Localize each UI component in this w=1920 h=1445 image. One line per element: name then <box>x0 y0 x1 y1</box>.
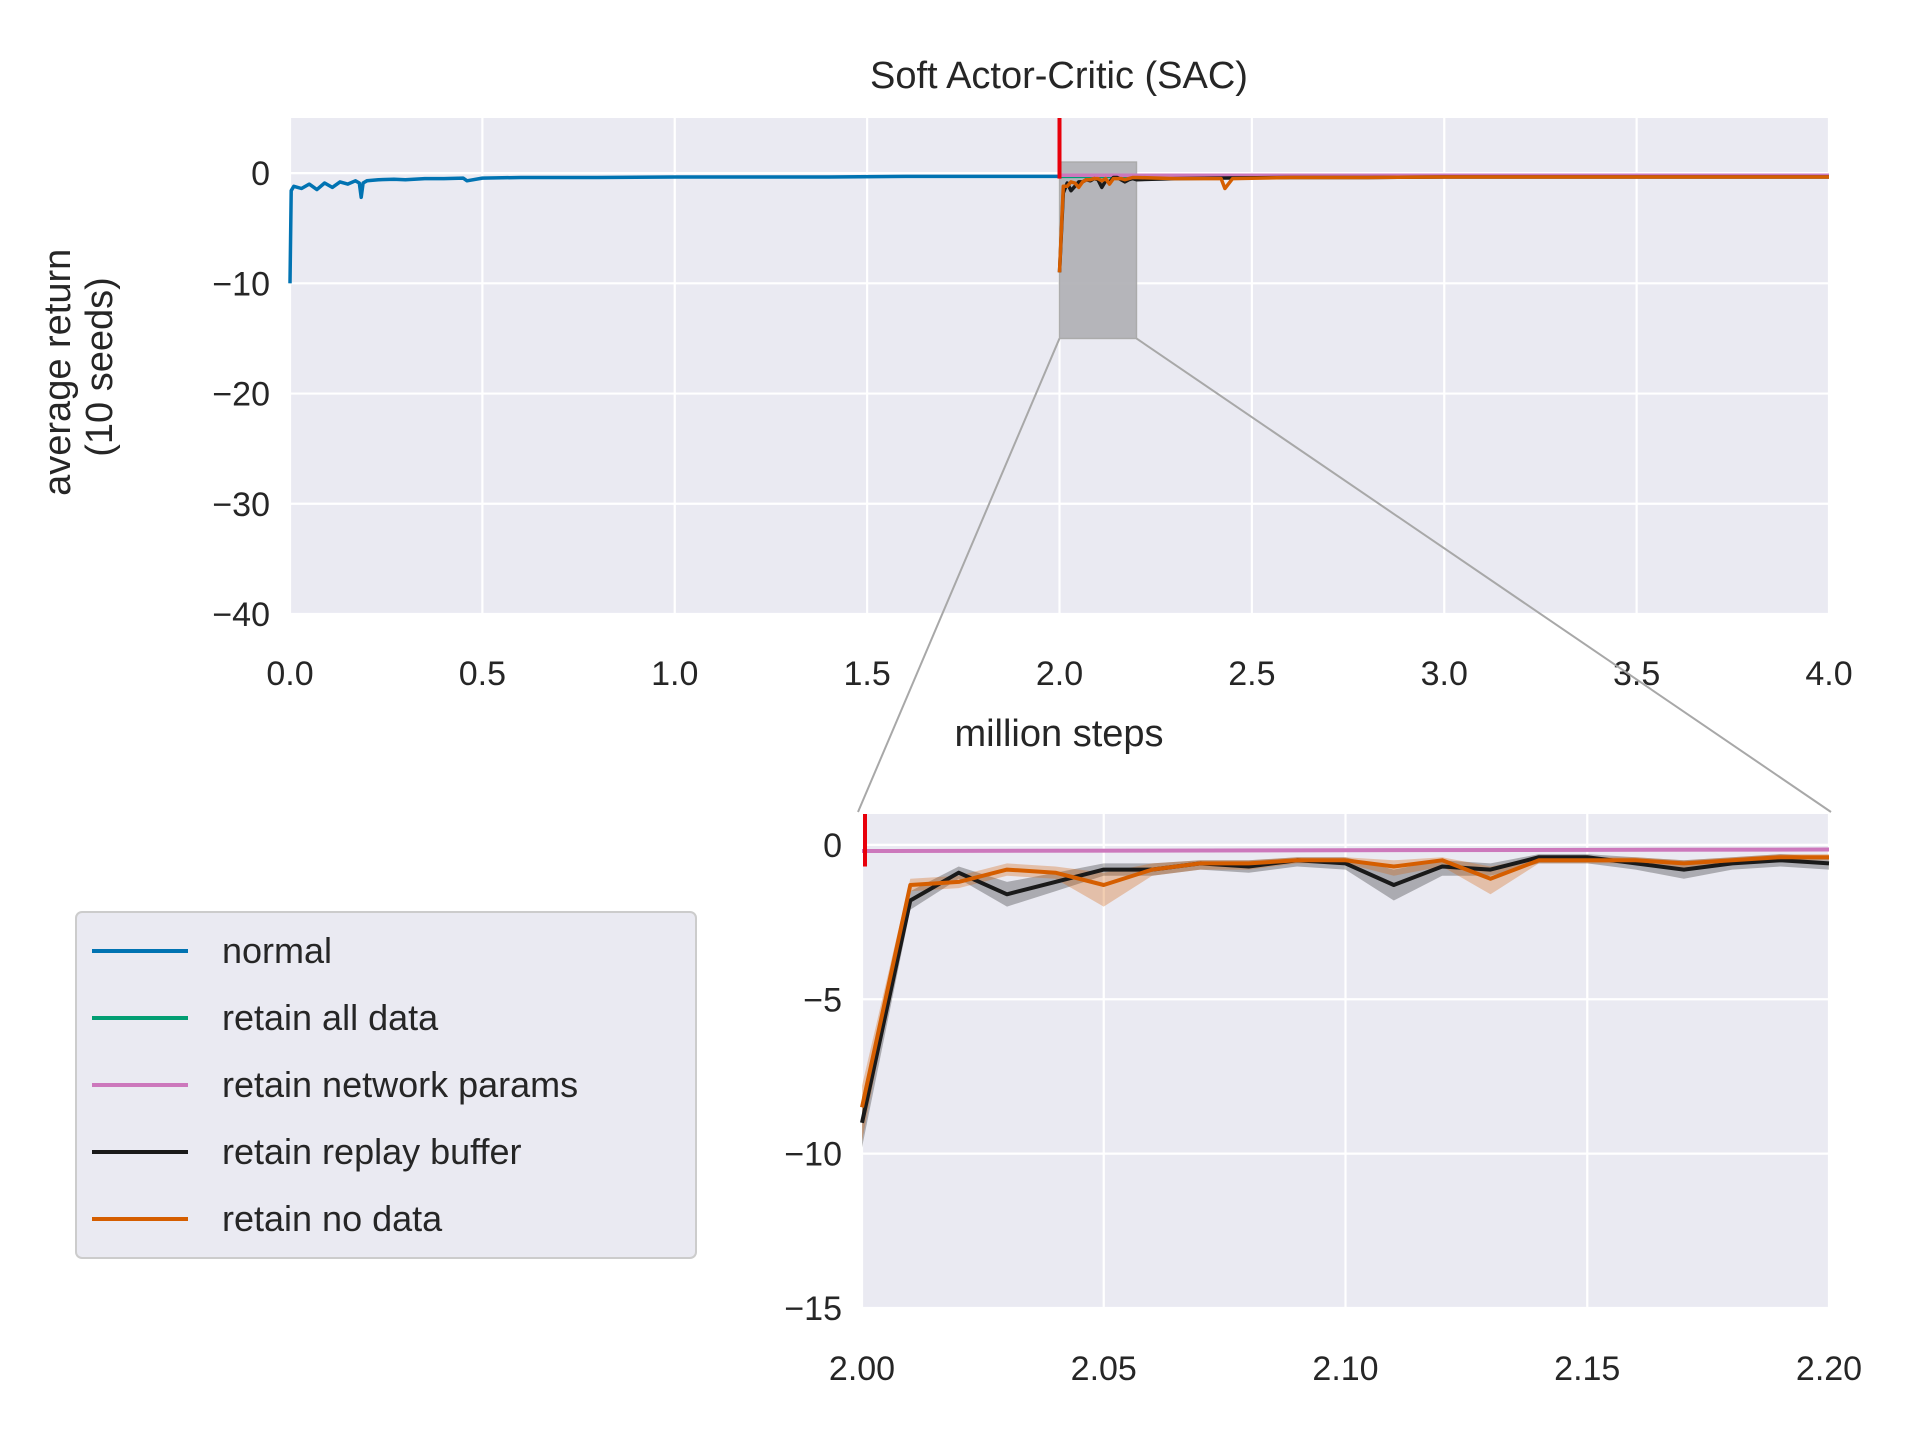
zoom-y-tick-label: −5 <box>803 981 842 1019</box>
zoom-y-tick-label: −15 <box>784 1290 842 1328</box>
zoom-x-tick-label: 2.05 <box>1071 1350 1137 1388</box>
main-x-tick-label: 3.5 <box>1613 655 1660 693</box>
main-y-axis-title: average return (10 seeds) <box>37 238 121 496</box>
legend-label-normal: normal <box>222 930 332 971</box>
main-y-tick-label: −20 <box>212 376 270 414</box>
main-x-tick-label: 1.0 <box>651 655 698 693</box>
main-x-tick-label: 4.0 <box>1805 655 1852 693</box>
zoom-connector-left <box>857 338 1061 813</box>
legend-frame <box>75 911 697 1259</box>
y-axis-title-line-1: average return <box>37 249 79 496</box>
main-y-tick-label: 0 <box>251 155 270 193</box>
main-y-tick-label: −30 <box>212 486 270 524</box>
legend-label-retain-no-data: retain no data <box>222 1198 443 1239</box>
main-plot-area: 0.0 0.5 1.0 1.5 2.0 2.5 3.0 3.5 4.0 −40 −30 −20 −10 0 <box>212 118 1853 693</box>
y-axis-title-line-2: (10 seeds) <box>79 277 121 457</box>
zoom-x-tick-label: 2.10 <box>1312 1350 1378 1388</box>
legend: normal retain all data retain network para… <box>75 911 697 1259</box>
legend-label-retain-network-params: retain network params <box>222 1064 578 1105</box>
main-x-tick-label: 0.5 <box>459 655 506 693</box>
chart-title: Soft Actor-Critic (SAC) <box>870 55 1248 97</box>
zoom-x-tick-label: 2.20 <box>1796 1350 1862 1388</box>
zoom-series-line-retain-no-data <box>860 855 1829 1108</box>
zoom-x-tick-label: 2.00 <box>829 1350 895 1388</box>
main-y-tick-label: −40 <box>212 596 270 634</box>
main-y-tick-label: −10 <box>212 265 270 303</box>
main-x-tick-label: 2.5 <box>1228 655 1275 693</box>
zoom-y-tick-label: 0 <box>823 827 842 865</box>
main-series-line-normal <box>288 174 1060 284</box>
main-x-axis-title: million steps <box>954 713 1163 755</box>
zoom-x-tick-label: 2.15 <box>1554 1350 1620 1388</box>
zoom-connector-lines <box>857 337 1832 813</box>
main-x-tick-label: 0.0 <box>266 655 313 693</box>
zoom-series-line-retain-network-params <box>861 847 1830 853</box>
main-x-tick-label: 3.0 <box>1421 655 1468 693</box>
zoom-plot-area: 2.00 2.05 2.10 2.15 2.20 −15 −10 −5 0 <box>784 814 1862 1388</box>
main-x-tick-label: 2.0 <box>1036 655 1083 693</box>
main-series-line-retain-no-data <box>1057 175 1829 273</box>
main-x-tick-label: 1.5 <box>843 655 890 693</box>
zoom-connector-right <box>1135 337 1832 813</box>
zoom-series-line-retain-replay-buffer <box>860 855 1830 1124</box>
legend-label-retain-all-data: retain all data <box>222 997 439 1038</box>
zoom-y-tick-label: −10 <box>784 1136 842 1174</box>
legend-label-retain-replay-buffer: retain replay buffer <box>222 1131 522 1172</box>
